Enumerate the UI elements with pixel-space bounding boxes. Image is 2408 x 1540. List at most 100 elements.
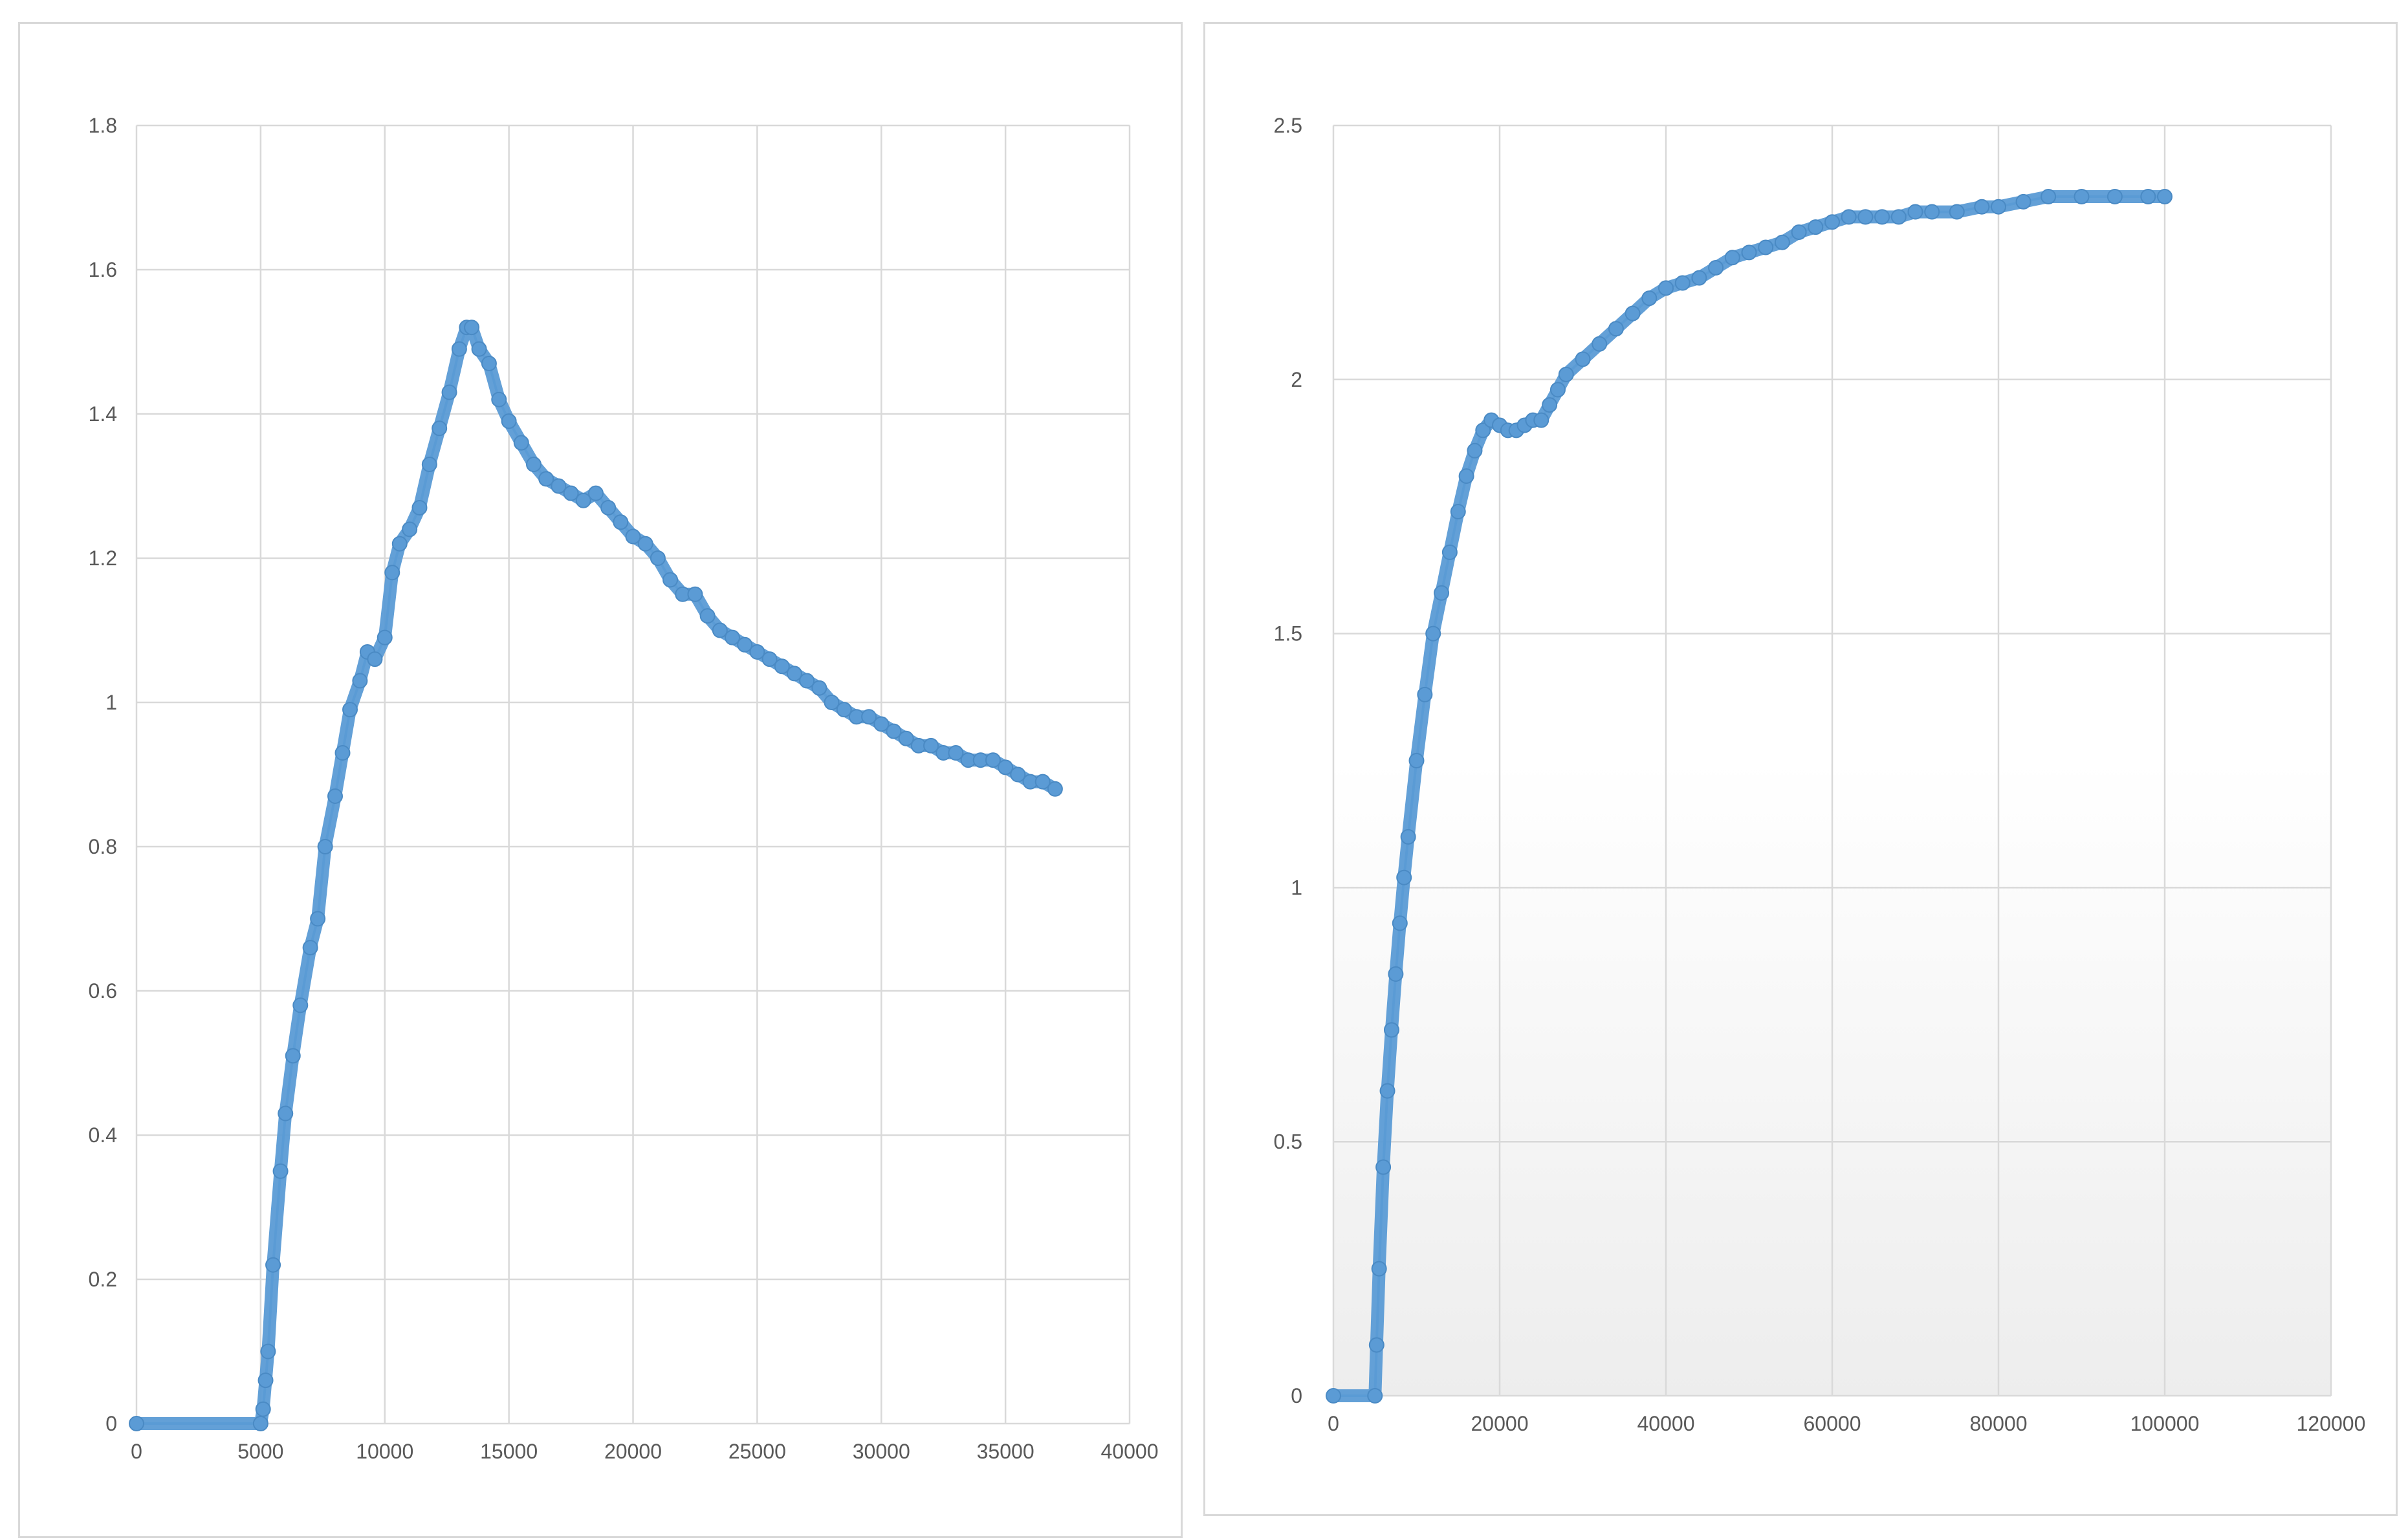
data-point [662,572,679,588]
data-point [471,341,487,357]
data-point [1791,224,1807,240]
y-tick-label: 1.6 [89,258,117,281]
data-point [342,702,358,718]
y-tick-label: 2 [1291,368,1302,391]
x-tick-label: 25000 [728,1440,786,1463]
data-point [637,536,653,552]
data-point [501,413,517,429]
data-point [1890,209,1907,225]
data-point [923,737,939,754]
data-point [441,384,457,400]
data-point [873,716,890,732]
data-point [481,355,497,371]
data-point [1408,753,1425,768]
data-point [260,1343,276,1360]
data-point [1371,1261,1387,1277]
data-point [1367,1388,1383,1404]
data-point [310,911,326,927]
data-point [1608,321,1624,337]
data-point [272,1163,289,1179]
data-point [737,636,753,653]
data-point [317,839,333,854]
data-point [2107,188,2123,204]
data-point [2015,193,2031,210]
data-point [526,457,542,473]
data-point [1974,199,1990,215]
data-point [1558,366,1574,382]
y-tick-label: 0.8 [89,835,117,858]
y-tick-label: 0.5 [1274,1130,1302,1153]
x-tick-label: 0 [1328,1412,1339,1435]
data-point [384,565,400,581]
data-point [1467,442,1483,459]
data-point [1326,1388,1341,1404]
data-point [1417,686,1433,702]
x-tick-label: 30000 [853,1440,910,1463]
data-point [1592,336,1608,352]
data-point [998,759,1014,775]
data-point [1425,625,1441,642]
data-point [861,709,877,725]
x-tick-label: 40000 [1101,1440,1159,1463]
y-tick-label: 2.5 [1274,114,1302,137]
data-point [402,521,418,537]
data-point [786,666,802,682]
data-point [1724,250,1740,266]
data-point [712,622,728,638]
data-point [1824,214,1840,230]
data-point [1625,305,1641,321]
data-point [749,644,765,660]
data-point [1542,397,1558,413]
data-point [432,420,448,437]
data-point [278,1105,294,1122]
data-point [1450,504,1466,520]
data-point [1475,422,1491,439]
data-point [292,997,309,1014]
x-tick-label: 15000 [480,1440,538,1463]
data-point [824,695,840,710]
y-tick-label: 0.4 [89,1123,117,1147]
data-point [513,435,529,451]
data-point [1991,199,2006,215]
data-point [1808,219,1824,235]
data-point [650,550,666,566]
data-point [2140,188,2156,204]
x-tick-label: 0 [131,1440,142,1463]
qos-chart: 0 0.5 1 1.5 2 2.5 0 20000 40000 60000 80000 100000 1… [1274,114,2366,1435]
data-point [421,457,437,473]
x-tick-label: 40000 [1637,1412,1695,1435]
y-tick-label: 0 [1291,1384,1302,1407]
y-tick-label: 0 [105,1412,117,1435]
data-point [1392,915,1408,931]
data-point [1379,1083,1396,1099]
data-point [1741,244,1757,261]
data-point [1907,204,1923,220]
data-point [799,673,815,689]
data-point [451,341,467,357]
data-point [257,1372,274,1389]
y-tick-label: 1.2 [89,547,117,570]
data-point [687,586,703,602]
data-point [285,1048,301,1064]
sinkhole-chart-panel: 0 0.2 0.4 0.6 0.8 1 1.2 1.4 1.6 1.8 0 5000 10000 1500… [18,22,1183,1538]
data-point [1641,290,1658,307]
data-point [1434,585,1450,601]
data-point [1549,382,1566,398]
data-point [1857,209,1874,225]
data-point [625,528,641,545]
x-tick-label: 20000 [1471,1412,1529,1435]
y-tick-label: 0.6 [89,979,117,1003]
data-point [1949,204,1965,220]
data-point [1708,259,1724,276]
data-point [377,629,393,645]
data-point [1368,1337,1385,1353]
data-point [1396,869,1412,885]
data-point [1383,1022,1399,1038]
data-point [811,680,827,696]
data-point [699,608,716,624]
y-tick-label: 1 [105,691,117,714]
data-point [1034,774,1051,790]
data-point [464,320,480,336]
data-point [1388,966,1404,982]
data-point [411,499,428,515]
